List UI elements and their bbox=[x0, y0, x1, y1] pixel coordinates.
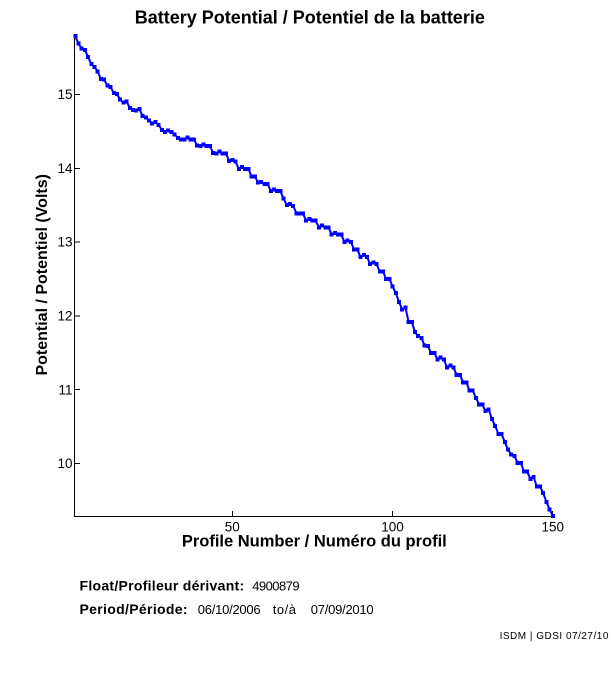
svg-text:Float/Profileur dérivant:: Float/Profileur dérivant: bbox=[80, 578, 245, 594]
svg-text:Profile Number / Numéro du pro: Profile Number / Numéro du profil bbox=[182, 533, 447, 551]
svg-text:15: 15 bbox=[57, 87, 72, 102]
svg-text:Period/Période:: Period/Période: bbox=[80, 601, 188, 617]
svg-text:14: 14 bbox=[57, 161, 73, 176]
svg-text:Battery Potential / Potentiel: Battery Potential / Potentiel de la batt… bbox=[135, 8, 485, 28]
svg-text:Potential / Potentiel (Volts): Potential / Potentiel (Volts) bbox=[34, 174, 51, 376]
svg-text:100: 100 bbox=[381, 520, 404, 535]
svg-text:4900879: 4900879 bbox=[252, 579, 299, 594]
svg-text:12: 12 bbox=[57, 309, 72, 324]
svg-text:13: 13 bbox=[57, 235, 72, 250]
svg-text:150: 150 bbox=[542, 520, 565, 535]
svg-text:50: 50 bbox=[225, 520, 240, 535]
svg-text:11: 11 bbox=[58, 382, 72, 397]
svg-text:07/09/2010: 07/09/2010 bbox=[311, 602, 374, 617]
svg-text:ISDM | GDSI 07/27/10: ISDM | GDSI 07/27/10 bbox=[500, 631, 609, 642]
svg-text:06/10/2006: 06/10/2006 bbox=[198, 602, 261, 617]
svg-text:to/à: to/à bbox=[273, 602, 297, 617]
svg-text:10: 10 bbox=[57, 456, 72, 471]
